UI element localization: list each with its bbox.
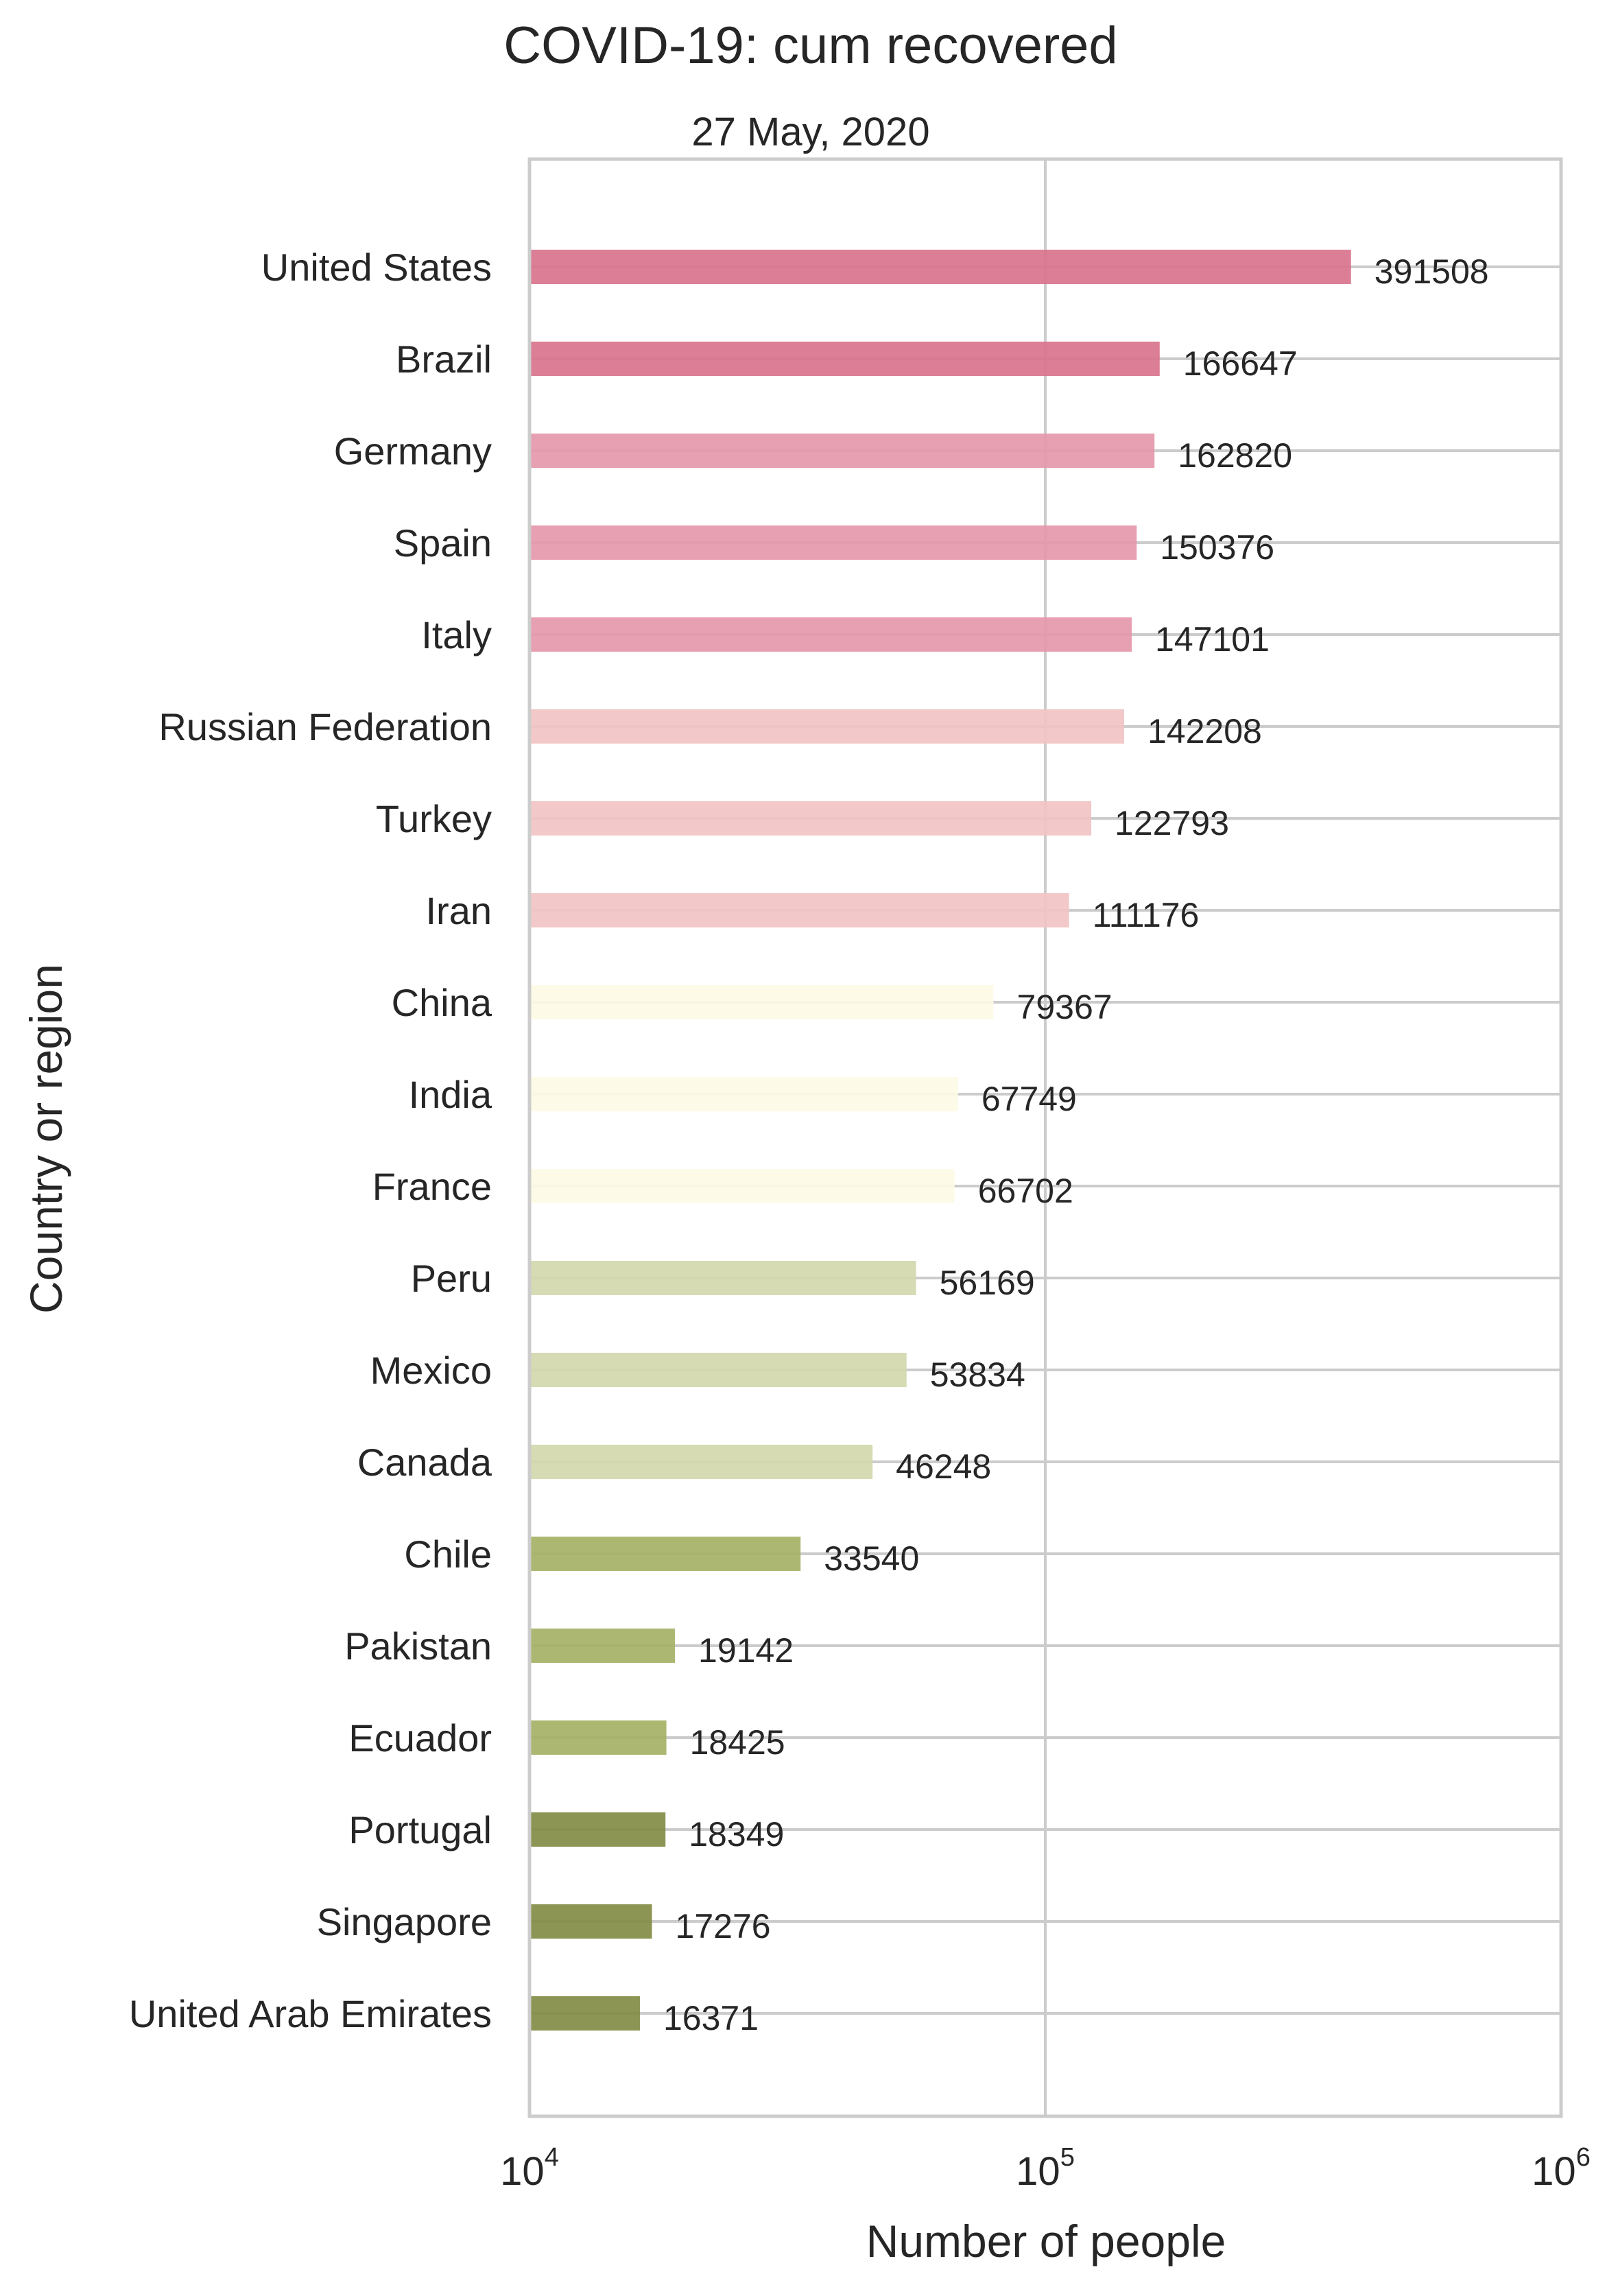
x-axis-label: Number of people <box>866 2216 1226 2267</box>
category-label: United Arab Emirates <box>129 1992 492 2035</box>
value-label: 53834 <box>930 1356 1025 1394</box>
category-label: India <box>409 1073 492 1116</box>
category-label: Mexico <box>370 1349 492 1392</box>
value-label: 56169 <box>940 1264 1035 1302</box>
category-label: Spain <box>394 521 492 565</box>
x-tick-label: 104 <box>500 2143 559 2194</box>
value-label: 142208 <box>1147 712 1262 750</box>
value-label: 46248 <box>896 1447 991 1486</box>
x-tick-label: 106 <box>1532 2143 1591 2194</box>
bar <box>530 1537 801 1571</box>
value-label: 33540 <box>824 1539 919 1578</box>
value-label: 391508 <box>1375 252 1489 291</box>
bar <box>530 1812 666 1847</box>
bar <box>530 1261 916 1295</box>
value-label: 150376 <box>1160 528 1274 567</box>
value-label: 147101 <box>1155 620 1270 659</box>
bar <box>530 1904 652 1939</box>
category-label: Pakistan <box>344 1624 492 1668</box>
category-label: United States <box>261 246 492 289</box>
category-label: Russian Federation <box>158 705 492 748</box>
x-tick-base: 10 <box>1532 2149 1576 2194</box>
x-tick-exponent: 6 <box>1576 2143 1591 2172</box>
value-label: 18349 <box>689 1815 784 1854</box>
bar <box>530 1169 955 1203</box>
value-label: 111176 <box>1093 896 1200 934</box>
bar <box>530 617 1132 652</box>
category-label: Chile <box>404 1532 492 1576</box>
bar <box>530 801 1092 836</box>
bar <box>530 1353 907 1387</box>
bar <box>530 985 994 1019</box>
chart-title: COVID-19: cum recovered <box>503 16 1117 75</box>
value-label: 162820 <box>1178 436 1292 475</box>
value-label: 18425 <box>690 1723 785 1762</box>
value-label: 16371 <box>663 1999 759 2037</box>
x-tick-base: 10 <box>500 2149 545 2194</box>
category-label: China <box>392 981 492 1024</box>
x-tick-label: 105 <box>1016 2143 1075 2194</box>
bar <box>530 893 1069 927</box>
category-label: Italy <box>421 613 492 656</box>
bar <box>530 434 1155 468</box>
bar <box>530 1445 873 1479</box>
x-tick-base: 10 <box>1016 2149 1060 2194</box>
category-label: Turkey <box>376 797 492 840</box>
category-label: Peru <box>411 1257 492 1300</box>
bar <box>530 709 1124 744</box>
bar <box>530 1629 676 1663</box>
category-label: Portugal <box>348 1808 492 1851</box>
value-label: 166647 <box>1183 344 1298 383</box>
chart-subtitle: 27 May, 2020 <box>691 110 929 154</box>
plot-area: United States 391508 Brazil 166647 Germany 16… <box>129 157 1591 2194</box>
x-tick-exponent: 4 <box>545 2143 559 2172</box>
category-label: Canada <box>357 1441 492 1484</box>
bar <box>530 1720 667 1755</box>
bar <box>530 250 1351 284</box>
value-label: 79367 <box>1017 988 1113 1026</box>
value-label: 66702 <box>978 1172 1073 1210</box>
category-label: Brazil <box>396 338 492 381</box>
bar <box>530 342 1160 376</box>
value-label: 67749 <box>981 1080 1077 1118</box>
plot-frame <box>527 157 1563 2118</box>
category-label: Iran <box>426 889 492 932</box>
x-tick-exponent: 5 <box>1060 2143 1075 2172</box>
value-label: 122793 <box>1115 804 1229 842</box>
category-label: France <box>372 1165 492 1208</box>
category-label: Ecuador <box>348 1716 492 1760</box>
category-label: Singapore <box>317 1900 492 1943</box>
y-axis-label: Country or region <box>21 964 71 1314</box>
category-label: Germany <box>334 429 492 473</box>
bar <box>530 1996 640 2031</box>
bar <box>530 525 1137 560</box>
value-label: 19142 <box>698 1631 794 1670</box>
bar <box>530 1077 958 1111</box>
value-label: 17276 <box>676 1907 771 1945</box>
